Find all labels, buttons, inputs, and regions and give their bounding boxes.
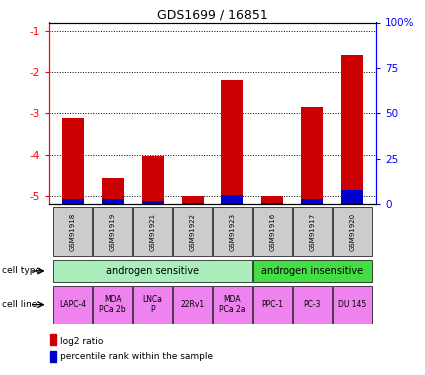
Bar xyxy=(53,207,92,256)
Bar xyxy=(102,199,124,204)
Text: GSM91920: GSM91920 xyxy=(349,213,355,250)
Bar xyxy=(173,207,212,256)
Bar xyxy=(301,199,323,204)
Bar xyxy=(221,80,244,204)
Text: PC-3: PC-3 xyxy=(303,300,321,309)
Bar xyxy=(173,286,212,324)
Bar xyxy=(93,286,132,324)
Text: GSM91921: GSM91921 xyxy=(150,213,156,250)
Bar xyxy=(50,334,56,345)
Bar xyxy=(221,195,244,204)
Bar xyxy=(62,199,84,204)
Text: GSM91922: GSM91922 xyxy=(190,213,196,250)
Text: MDA
PCa 2b: MDA PCa 2b xyxy=(99,295,126,314)
Bar xyxy=(253,260,372,282)
Text: PPC-1: PPC-1 xyxy=(261,300,283,309)
Bar xyxy=(333,207,372,256)
Bar xyxy=(293,286,332,324)
Bar xyxy=(53,286,92,324)
Bar xyxy=(50,351,56,362)
Text: percentile rank within the sample: percentile rank within the sample xyxy=(60,352,212,361)
Bar xyxy=(293,207,332,256)
Bar xyxy=(253,207,292,256)
Bar xyxy=(341,190,363,204)
Text: GSM91918: GSM91918 xyxy=(70,212,76,251)
Text: DU 145: DU 145 xyxy=(338,300,366,309)
Bar xyxy=(213,286,252,324)
Bar xyxy=(102,177,124,204)
Bar xyxy=(53,260,252,282)
Text: 22Rv1: 22Rv1 xyxy=(181,300,204,309)
Bar xyxy=(133,207,172,256)
Bar xyxy=(261,196,283,204)
Bar xyxy=(93,207,132,256)
Bar xyxy=(142,156,164,204)
Text: GSM91919: GSM91919 xyxy=(110,212,116,251)
Bar xyxy=(142,201,164,204)
Text: androgen insensitive: androgen insensitive xyxy=(261,266,363,276)
Text: cell type: cell type xyxy=(2,266,41,275)
Bar xyxy=(253,286,292,324)
Text: log2 ratio: log2 ratio xyxy=(60,337,103,346)
Bar xyxy=(333,286,372,324)
Title: GDS1699 / 16851: GDS1699 / 16851 xyxy=(157,8,268,21)
Bar xyxy=(62,118,84,204)
Text: GSM91916: GSM91916 xyxy=(269,212,275,251)
Text: LNCa
P: LNCa P xyxy=(143,295,163,314)
Text: LAPC-4: LAPC-4 xyxy=(59,300,86,309)
Text: MDA
PCa 2a: MDA PCa 2a xyxy=(219,295,246,314)
Bar xyxy=(181,196,204,204)
Bar xyxy=(301,107,323,204)
Text: cell line: cell line xyxy=(2,300,37,309)
Text: GSM91923: GSM91923 xyxy=(230,213,235,250)
Bar xyxy=(133,286,172,324)
Text: GSM91917: GSM91917 xyxy=(309,212,315,251)
Bar xyxy=(213,207,252,256)
Bar xyxy=(341,55,363,204)
Text: androgen sensitive: androgen sensitive xyxy=(106,266,199,276)
